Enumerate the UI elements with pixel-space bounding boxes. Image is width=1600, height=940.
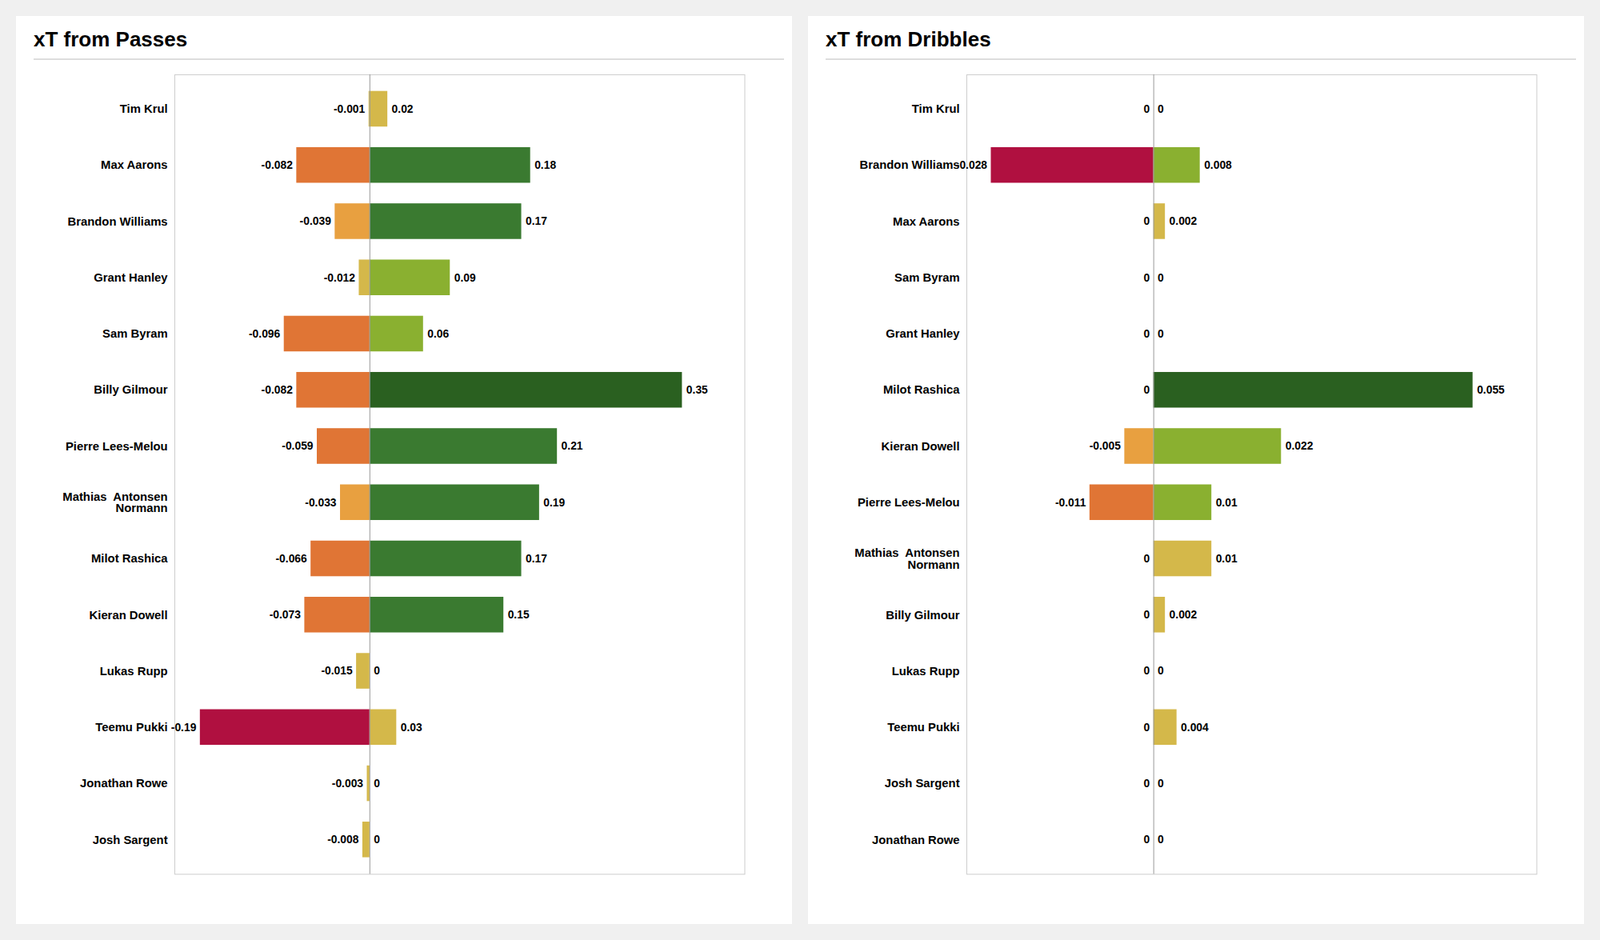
svg-text:0.09: 0.09 bbox=[454, 271, 476, 284]
svg-text:0.008: 0.008 bbox=[1204, 158, 1232, 172]
svg-text:0: 0 bbox=[1157, 271, 1164, 284]
svg-text:-0.005: -0.005 bbox=[1089, 439, 1122, 452]
svg-text:-0.011: -0.011 bbox=[1055, 496, 1087, 509]
svg-text:0: 0 bbox=[1157, 776, 1164, 790]
svg-text:Lukas Rupp: Lukas Rupp bbox=[100, 664, 168, 678]
svg-text:0.004: 0.004 bbox=[1180, 720, 1209, 734]
svg-text:0: 0 bbox=[1143, 271, 1150, 284]
svg-text:0: 0 bbox=[1143, 552, 1150, 565]
svg-text:0.055: 0.055 bbox=[1476, 383, 1505, 396]
svg-text:0.022: 0.022 bbox=[1285, 439, 1314, 452]
svg-text:-0.082: -0.082 bbox=[261, 158, 294, 172]
svg-text:0: 0 bbox=[373, 776, 380, 790]
svg-text:Milot Rashica: Milot Rashica bbox=[883, 383, 960, 396]
svg-text:0: 0 bbox=[1143, 102, 1150, 116]
svg-text:-0.033: -0.033 bbox=[304, 496, 337, 509]
svg-text:0: 0 bbox=[1143, 664, 1150, 677]
svg-text:Tim Krul: Tim Krul bbox=[912, 102, 960, 116]
svg-text:Lukas Rupp: Lukas Rupp bbox=[892, 664, 960, 678]
svg-text:Mathias AntonsenNormann: Mathias AntonsenNormann bbox=[62, 490, 168, 516]
svg-text:0.17: 0.17 bbox=[525, 552, 548, 565]
svg-text:Kieran Dowell: Kieran Dowell bbox=[89, 608, 168, 622]
svg-text:Tim Krul: Tim Krul bbox=[120, 102, 168, 116]
svg-text:0: 0 bbox=[1157, 102, 1164, 116]
svg-text:-0.039: -0.039 bbox=[300, 214, 332, 228]
svg-text:-0.19: -0.19 bbox=[171, 720, 197, 734]
svg-text:Teemu Pukki: Teemu Pukki bbox=[95, 720, 168, 734]
html-text:xT from Dribbles: xT from Dribbles bbox=[825, 27, 991, 52]
svg-text:Milot Rashica: Milot Rashica bbox=[91, 552, 168, 565]
svg-text:Mathias AntonsenNormann: Mathias AntonsenNormann bbox=[854, 546, 960, 572]
svg-text:0.19: 0.19 bbox=[543, 496, 565, 509]
svg-text:0.02: 0.02 bbox=[392, 102, 414, 116]
svg-text:Grant Hanley: Grant Hanley bbox=[93, 271, 168, 284]
svg-text:0: 0 bbox=[1157, 327, 1164, 340]
svg-text:Josh Sargent: Josh Sargent bbox=[884, 776, 960, 790]
svg-text:0.03: 0.03 bbox=[400, 720, 423, 734]
svg-text:Josh Sargent: Josh Sargent bbox=[92, 833, 168, 847]
svg-text:Max Aarons: Max Aarons bbox=[892, 215, 960, 228]
svg-text:-0.073: -0.073 bbox=[269, 608, 302, 621]
svg-text:0: 0 bbox=[373, 664, 380, 677]
svg-text:Kieran Dowell: Kieran Dowell bbox=[881, 440, 960, 453]
svg-text:Jonathan Rowe: Jonathan Rowe bbox=[80, 776, 168, 790]
svg-text:0.21: 0.21 bbox=[561, 439, 584, 452]
svg-text:Billy Gilmour: Billy Gilmour bbox=[885, 608, 960, 622]
svg-text:0.002: 0.002 bbox=[1169, 608, 1198, 621]
svg-text:Brandon Williams: Brandon Williams bbox=[860, 158, 960, 172]
svg-text:Sam Byram: Sam Byram bbox=[894, 271, 960, 284]
svg-text:0.17: 0.17 bbox=[525, 214, 548, 228]
svg-text:-0.028: -0.028 bbox=[956, 158, 988, 172]
svg-text:Brandon Williams: Brandon Williams bbox=[68, 215, 168, 228]
svg-text:-0.003: -0.003 bbox=[332, 776, 364, 790]
svg-text:0: 0 bbox=[1143, 383, 1150, 396]
svg-text:0: 0 bbox=[1143, 776, 1150, 790]
svg-text:Billy Gilmour: Billy Gilmour bbox=[93, 383, 168, 396]
svg-text:Sam Byram: Sam Byram bbox=[102, 327, 168, 340]
svg-text:0.06: 0.06 bbox=[427, 327, 449, 340]
svg-text:0.01: 0.01 bbox=[1216, 552, 1238, 565]
svg-text:0: 0 bbox=[1157, 832, 1164, 846]
svg-text:-0.001: -0.001 bbox=[333, 102, 366, 116]
svg-text:-0.082: -0.082 bbox=[261, 383, 294, 396]
svg-text:0: 0 bbox=[1143, 720, 1150, 734]
svg-text:0.18: 0.18 bbox=[534, 158, 556, 172]
svg-text:0: 0 bbox=[1143, 214, 1150, 228]
svg-text:Jonathan Rowe: Jonathan Rowe bbox=[872, 833, 960, 847]
svg-text:-0.096: -0.096 bbox=[248, 327, 281, 340]
svg-text:Pierre Lees-Melou: Pierre Lees-Melou bbox=[65, 440, 168, 453]
svg-text:0: 0 bbox=[1157, 664, 1164, 677]
svg-text:Max Aarons: Max Aarons bbox=[100, 158, 168, 172]
svg-text:0.01: 0.01 bbox=[1216, 496, 1238, 509]
svg-text:0: 0 bbox=[1143, 327, 1150, 340]
svg-text:-0.012: -0.012 bbox=[324, 271, 356, 284]
svg-text:0: 0 bbox=[373, 832, 380, 846]
svg-text:0.002: 0.002 bbox=[1169, 214, 1198, 228]
svg-text:Grant Hanley: Grant Hanley bbox=[885, 327, 960, 340]
svg-text:Teemu Pukki: Teemu Pukki bbox=[887, 720, 960, 734]
svg-text:-0.008: -0.008 bbox=[327, 832, 360, 846]
svg-text:0: 0 bbox=[1143, 608, 1150, 621]
svg-text:-0.066: -0.066 bbox=[275, 552, 308, 565]
svg-text:-0.059: -0.059 bbox=[281, 439, 314, 452]
svg-text:Pierre Lees-Melou: Pierre Lees-Melou bbox=[857, 496, 960, 509]
svg-text:-0.015: -0.015 bbox=[320, 664, 353, 677]
svg-text:0.15: 0.15 bbox=[508, 608, 530, 621]
svg-text:0: 0 bbox=[1143, 832, 1150, 846]
svg-text:0.35: 0.35 bbox=[686, 383, 708, 396]
html-text:xT from Passes: xT from Passes bbox=[33, 27, 188, 52]
